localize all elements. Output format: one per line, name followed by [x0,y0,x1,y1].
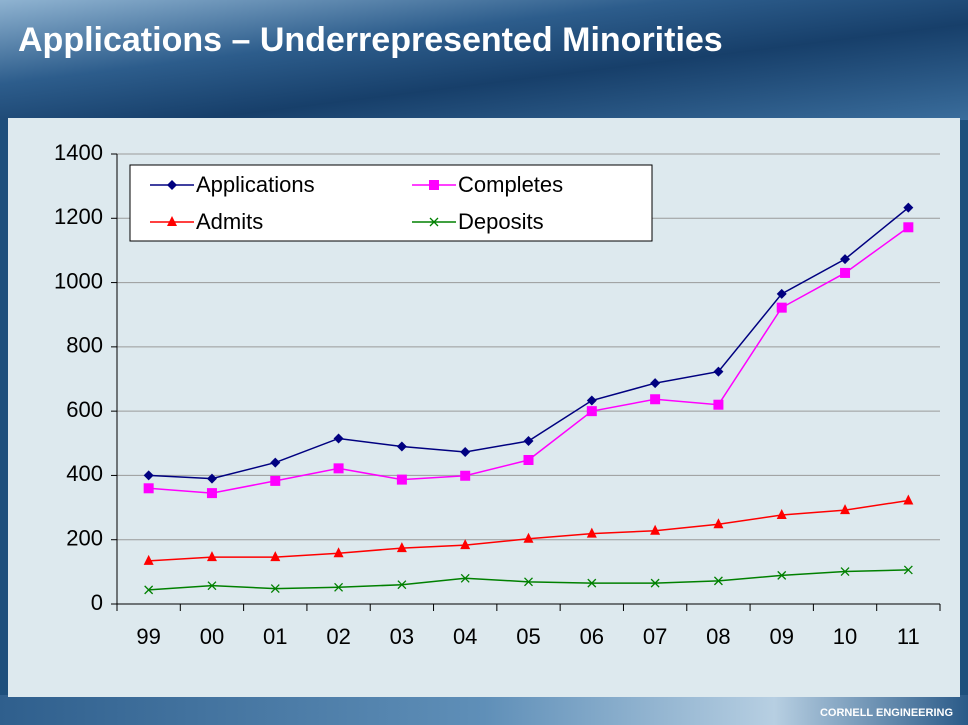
x-tick-label: 00 [200,624,224,649]
y-tick-label: 1200 [54,204,103,229]
slide-title: Applications – Underrepresented Minoriti… [18,21,723,59]
x-tick-label: 02 [326,624,350,649]
marker [460,471,470,481]
y-tick-label: 1400 [54,140,103,165]
x-tick-label: 07 [643,624,667,649]
y-tick-label: 1000 [54,268,103,293]
marker [903,222,913,232]
chart: Applications – Underrepresented Minoriti… [0,0,968,725]
y-tick-label: 800 [66,333,103,358]
x-tick-label: 10 [833,624,857,649]
y-tick-label: 400 [66,461,103,486]
marker [713,400,723,410]
x-tick-label: 01 [263,624,287,649]
x-tick-label: 04 [453,624,477,649]
legend-label: Applications [196,172,315,197]
x-tick-label: 08 [706,624,730,649]
x-tick-label: 03 [390,624,414,649]
marker [587,406,597,416]
marker [270,476,280,486]
marker [524,455,534,465]
marker [334,463,344,473]
marker [650,394,660,404]
y-tick-label: 0 [91,590,103,615]
marker [207,488,217,498]
slide: Applications – Underrepresented Minoriti… [0,0,968,725]
x-tick-label: 05 [516,624,540,649]
marker [840,268,850,278]
marker [429,180,439,190]
marker [144,483,154,493]
x-tick-label: 11 [897,624,920,649]
y-tick-label: 200 [66,526,103,551]
marker [397,475,407,485]
marker [777,303,787,313]
x-tick-label: 99 [136,624,160,649]
legend-label: Admits [196,209,263,234]
x-tick-label: 06 [580,624,604,649]
x-tick-label: 09 [769,624,793,649]
footer-text: CORNELL ENGINEERING [820,707,953,719]
y-tick-label: 600 [66,397,103,422]
header-bg [0,0,968,120]
legend-label: Deposits [458,209,544,234]
legend-label: Completes [458,172,563,197]
